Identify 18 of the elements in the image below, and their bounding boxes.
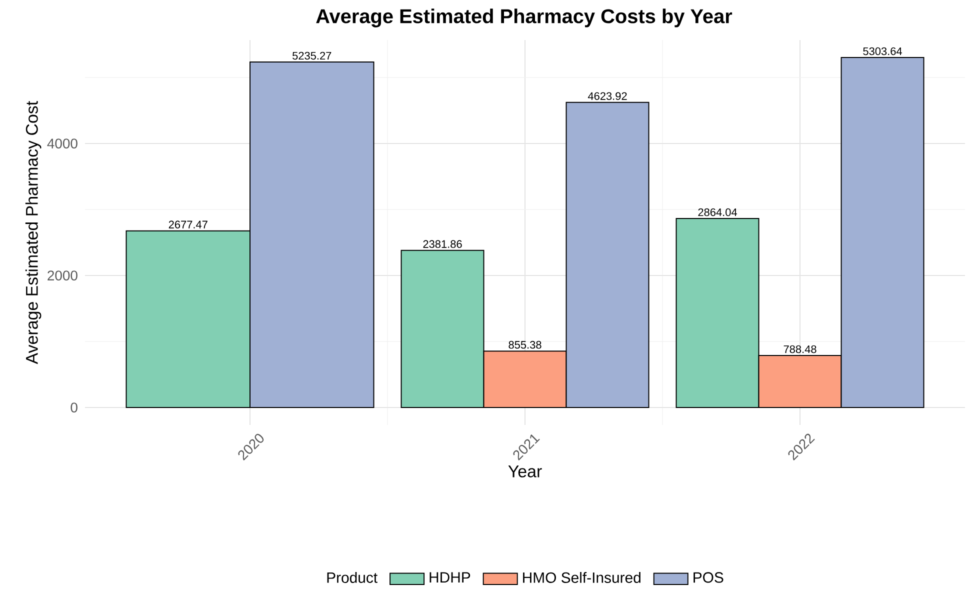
data-label: 5235.27 [292, 52, 332, 60]
x-axis-title: Year [508, 466, 542, 478]
data-label: 788.48 [784, 345, 816, 354]
y-tick-label: 4000 [47, 138, 78, 149]
y-tick-label: 0 [70, 402, 78, 413]
data-label: 4623.92 [588, 92, 627, 100]
data-label: 2381.86 [423, 240, 462, 248]
y-axis-title: Average Estimated Pharmacy Cost [25, 101, 42, 364]
legend-title: Product [327, 572, 378, 584]
data-label: 2677.47 [168, 220, 208, 229]
chart-title: Average Estimated Pharmacy Costs by Year [316, 8, 732, 28]
data-label: 5303.64 [863, 47, 902, 56]
y-tick-label: 2000 [48, 270, 78, 281]
legend-label: HDHP [430, 572, 470, 583]
data-label: 2864.04 [698, 208, 737, 216]
legend-label: POS [694, 572, 724, 583]
data-label: 855.38 [508, 341, 542, 349]
legend-label: HMO Self-Insured [523, 572, 640, 584]
